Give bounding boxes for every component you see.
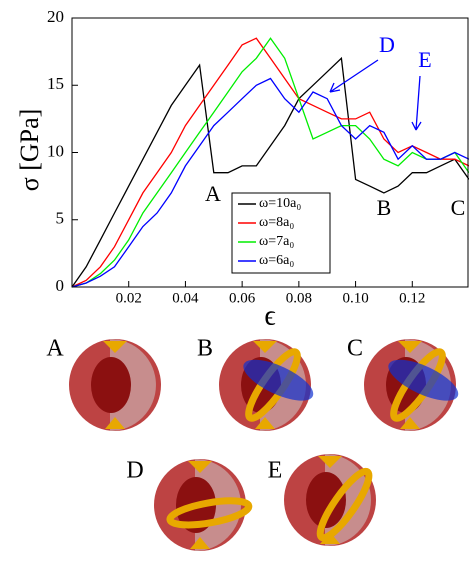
loop-blue xyxy=(388,359,459,401)
x-tick-label: 0.12 xyxy=(399,290,425,306)
legend: ω=10a₀ ω=8a₀ ω=7a₀ ω=6a₀ xyxy=(231,192,331,274)
panel-label: D xyxy=(126,458,143,484)
x-tick-label: 0.06 xyxy=(229,290,256,306)
core xyxy=(91,357,131,413)
arrow xyxy=(411,75,422,131)
series-line xyxy=(71,77,469,288)
annotation: E xyxy=(418,47,431,72)
loop-blue xyxy=(243,359,314,401)
x-tick-label: 0.10 xyxy=(342,290,368,306)
legend-label: ω=8a₀ xyxy=(259,215,294,230)
panel-label: B xyxy=(197,336,213,362)
annotation: D xyxy=(379,32,395,57)
y-tick-label: 10 xyxy=(47,141,64,160)
x-tick-label: 0.04 xyxy=(172,290,199,306)
arrow xyxy=(329,59,379,93)
legend-label: ω=10a₀ xyxy=(259,196,301,211)
legend-box xyxy=(231,192,331,274)
panel-label: E xyxy=(268,458,283,484)
x-tick-label: 0.02 xyxy=(116,290,142,306)
annotation: C xyxy=(451,195,466,220)
y-tick-label: 15 xyxy=(47,74,64,93)
core xyxy=(306,472,346,528)
y-tick-label: 0 xyxy=(56,276,65,295)
panel-label: C xyxy=(347,336,363,362)
loop xyxy=(316,467,373,542)
plot-frame xyxy=(71,17,469,288)
panel-label: A xyxy=(46,336,64,362)
annotation: A xyxy=(205,181,221,206)
y-tick-label: 20 xyxy=(47,7,64,26)
y-axis-label: σ [GPa] xyxy=(15,109,44,192)
loop xyxy=(166,497,253,529)
series-line xyxy=(71,56,469,288)
legend-label: ω=7a₀ xyxy=(259,234,294,249)
x-tick-label: 0.08 xyxy=(286,290,312,306)
legend-label: ω=6a₀ xyxy=(259,253,294,268)
renderings: A B C D E xyxy=(46,336,459,551)
annotation: B xyxy=(377,195,392,220)
x-axis-label: ϵ xyxy=(264,300,275,331)
y-tick-label: 5 xyxy=(56,209,65,228)
series-line xyxy=(71,37,469,288)
series-line xyxy=(71,37,469,288)
